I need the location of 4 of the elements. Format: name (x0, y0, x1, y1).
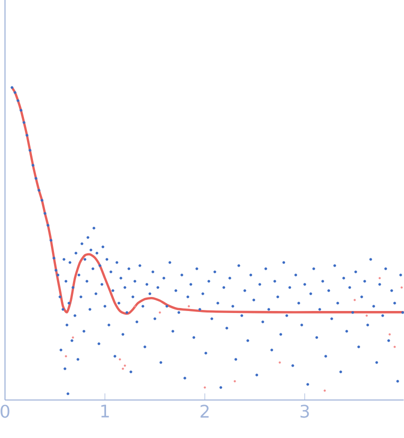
x-tick-label: 3 (300, 404, 309, 418)
x-tick-label: 2 (200, 404, 209, 418)
x-tick-label: 0 (0, 404, 10, 418)
x-tick-label: 1 (101, 404, 109, 418)
